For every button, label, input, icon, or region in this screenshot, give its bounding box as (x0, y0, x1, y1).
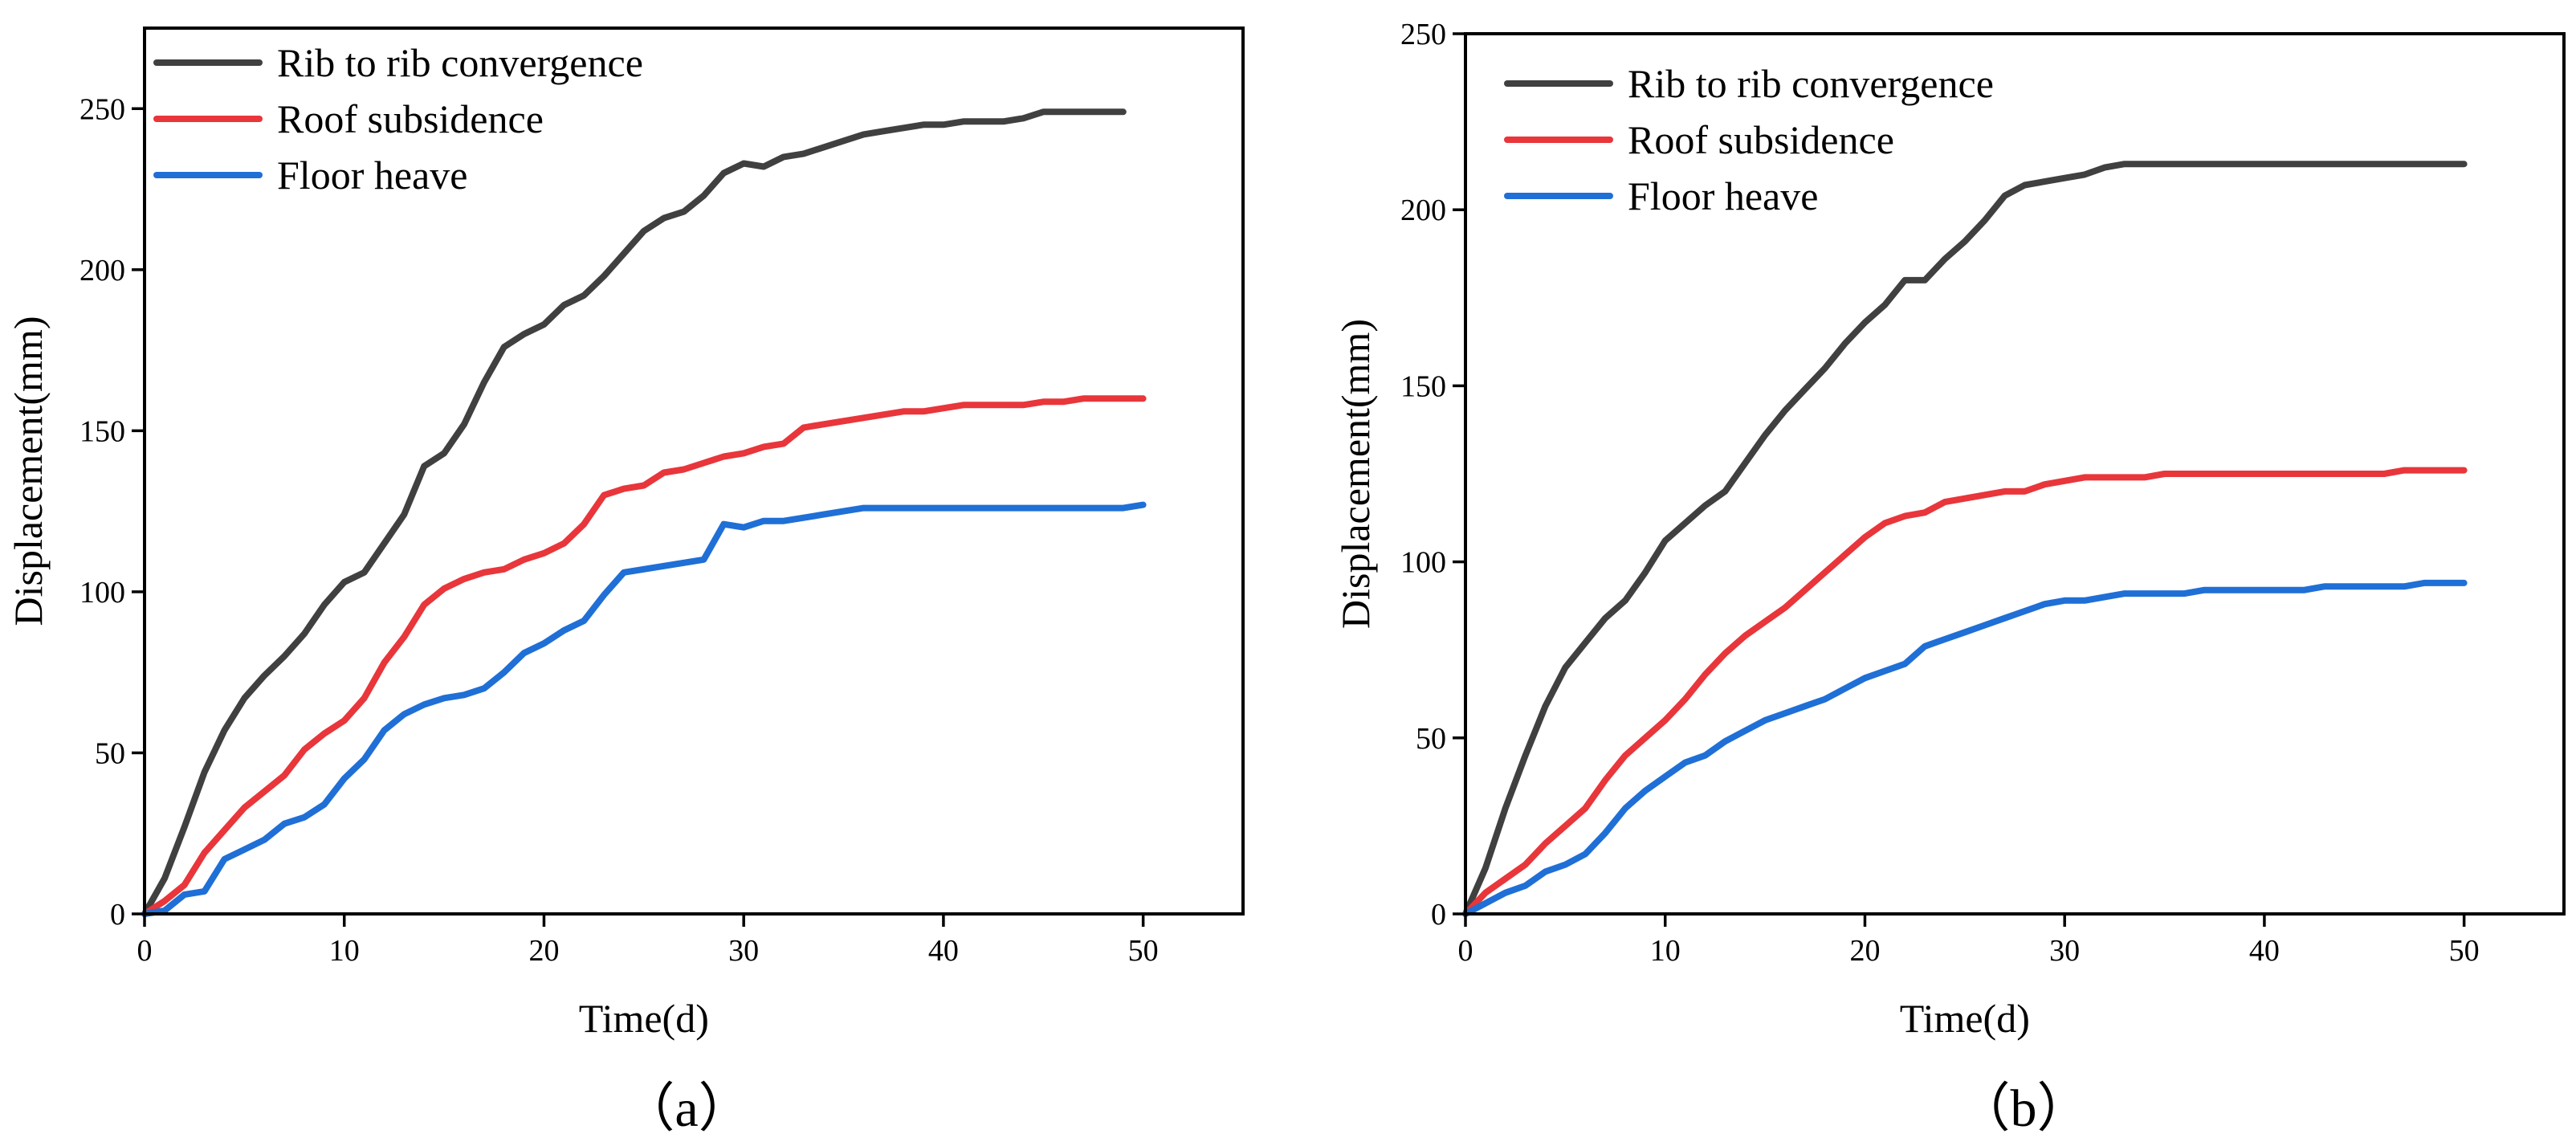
y-tick-label-b: 150 (1400, 369, 1446, 403)
x-tick-label-b: 50 (2449, 934, 2480, 968)
legend-label-roof-a: Roof subsidence (277, 96, 544, 141)
chart-panel-b: 0 10 20 30 40 50 0 50 100 150 200 250 Time(d) Displac… (1333, 18, 2566, 1138)
x-tick-label-b: 20 (1849, 934, 1880, 968)
series-line-roof-b (1462, 467, 2468, 917)
x-tick-label-a: 20 (528, 934, 559, 968)
y-tick-label-a: 200 (79, 254, 125, 288)
legend-label-floor-a: Floor heave (277, 153, 467, 198)
y-tick-label-b: 50 (1416, 722, 1446, 756)
x-tick-label-b: 0 (1458, 934, 1473, 968)
y-tick-label-a: 50 (95, 736, 125, 770)
panel-caption-a: （a） (622, 1079, 751, 1138)
series-line-rib-a (141, 108, 1127, 917)
y-tick-label-b: 0 (1431, 898, 1446, 932)
series-line-floor-a (141, 501, 1147, 917)
series-line-rib-b (1462, 161, 2468, 917)
legend-label-roof-b: Roof subsidence (1628, 117, 1894, 162)
y-tick-label-a: 250 (79, 92, 125, 126)
y-tick-label-a: 150 (79, 414, 125, 448)
plot-frame-a (143, 27, 1245, 916)
legend-label-rib-b: Rib to rib convergence (1628, 61, 1994, 106)
legend-label-rib-a: Rib to rib convergence (277, 40, 643, 85)
chart-panel-a: 0 10 20 30 40 50 0 50 100 150 200 250 Time(d) Displac… (6, 27, 1245, 1138)
x-tick-label-b: 30 (2049, 934, 2080, 968)
x-tick-label-b: 40 (2249, 934, 2280, 968)
x-axis-title-b: Time(d) (1900, 996, 2030, 1041)
y-tick-label-b: 100 (1400, 546, 1446, 580)
x-axis-title-a: Time(d) (579, 996, 709, 1041)
y-axis-title-b: Displacement(mm) (1333, 319, 1378, 629)
x-tick-label-a: 30 (728, 934, 759, 968)
y-tick-label-a: 0 (110, 898, 125, 932)
x-tick-label-b: 10 (1650, 934, 1681, 968)
panel-caption-b: （b） (1958, 1079, 2090, 1138)
y-tick-label-b: 200 (1400, 194, 1446, 227)
y-tick-label-a: 100 (79, 576, 125, 610)
plot-frame-b (1464, 32, 2566, 916)
x-tick-label-a: 10 (329, 934, 360, 968)
x-tick-label-a: 40 (928, 934, 959, 968)
x-tick-label-a: 0 (137, 934, 153, 968)
series-line-floor-b (1462, 579, 2468, 917)
y-tick-label-b: 250 (1400, 18, 1446, 51)
legend-label-floor-b: Floor heave (1628, 173, 1818, 218)
series-line-roof-a (141, 395, 1147, 917)
y-axis-title-a: Displacement(mm) (6, 316, 51, 626)
x-tick-label-a: 50 (1128, 934, 1159, 968)
